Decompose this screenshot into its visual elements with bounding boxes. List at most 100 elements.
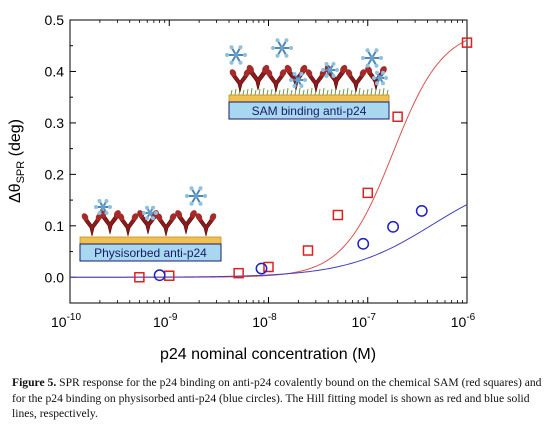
hill-fit-lines: [70, 39, 468, 278]
y-axis-label-unit: (deg): [7, 119, 24, 161]
data-point-square: [362, 187, 373, 199]
sam-chain: [382, 87, 385, 96]
antibody-shape: [195, 213, 217, 237]
figure-caption: Figure 5. SPR response for the p24 bindi…: [12, 375, 544, 422]
sam-chain: [230, 89, 233, 96]
data-point-square: [263, 261, 274, 273]
physisorbed-gold-layer: [79, 236, 222, 245]
sam-chain: [370, 87, 373, 96]
sam-chain: [242, 89, 245, 96]
sam-chain: [310, 87, 313, 96]
y-axis-ticks: 0.0 0.1 0.2 0.3 0.4 0.5: [45, 12, 467, 285]
y-axis-label-main: Δθ: [7, 183, 24, 203]
x-tick-label: 10-9: [153, 312, 178, 330]
hill-fit-line-1: [70, 204, 468, 278]
sam-chain: [358, 87, 361, 96]
physisorbed-label-box: [79, 243, 222, 262]
antigen-shape: [94, 198, 112, 216]
sam-inset-illustration: SAM binding anti-p24: [225, 38, 390, 120]
sam-chain: [262, 87, 265, 96]
antibody-shape: [175, 210, 197, 235]
antibody-shape: [155, 213, 177, 237]
sam-chain: [258, 88, 261, 96]
data-point-square: [302, 245, 314, 256]
data-point-circle: [415, 204, 428, 217]
data-point-square: [392, 111, 403, 122]
antigen-shape: [289, 71, 307, 89]
x-tick-label: 10-6: [451, 312, 476, 330]
sam-chain: [282, 88, 285, 96]
data-points: [134, 37, 473, 283]
sam-chain: [246, 88, 249, 96]
y-tick-label: 0.3: [45, 115, 65, 131]
data-point-square: [461, 37, 473, 48]
sam-chain: [350, 89, 353, 96]
sam-chain: [254, 89, 257, 96]
y-tick-label: 0.5: [45, 12, 65, 28]
antigen-shape: [185, 186, 207, 206]
antibody-shape: [117, 213, 139, 237]
sam-label: SAM binding anti-p24: [252, 104, 367, 118]
antigen-shape: [361, 48, 383, 68]
antibody-shape: [324, 64, 348, 91]
antibody-shape: [246, 64, 270, 91]
antibody-shape: [265, 69, 287, 93]
sam-chain: [318, 88, 321, 96]
y-tick-label: 0.2: [45, 166, 65, 182]
caption-text: SPR response for the p24 binding on anti…: [12, 376, 542, 420]
x-tick-label: 10-10: [51, 312, 81, 330]
sam-chain: [270, 88, 273, 96]
data-point-circle: [153, 269, 166, 282]
y-tick-label: 0.0: [45, 269, 65, 285]
data-point-square: [233, 267, 244, 279]
sam-chain: [302, 89, 305, 96]
data-point-square: [332, 209, 344, 221]
sam-chain: [266, 89, 269, 96]
sam-chain: [290, 89, 293, 96]
sam-chain: [278, 89, 281, 96]
y-axis-label-sub: SPR: [15, 161, 27, 184]
sam-label-box: [228, 101, 390, 120]
sam-chain: [330, 88, 333, 96]
data-point-square: [164, 270, 175, 281]
antibody-shape: [229, 69, 251, 93]
data-point-circle: [357, 237, 370, 250]
sam-chain: [378, 88, 381, 96]
data-point-circle: [255, 262, 268, 275]
x-tick-label: 10-7: [352, 312, 377, 330]
x-axis-label: p24 nominal concentration (M): [160, 346, 376, 363]
antigen-shape: [142, 205, 158, 221]
antibody-shape: [99, 210, 121, 235]
sam-antibody-illustration: [225, 38, 389, 96]
data-point-square: [134, 272, 145, 283]
sam-chain: [366, 88, 369, 96]
sam-chain: [342, 88, 345, 96]
antigen-shape: [225, 45, 247, 65]
sam-chain: [346, 87, 349, 96]
sam-chain: [250, 87, 253, 96]
sam-chain: [298, 87, 301, 96]
antibody-shape: [345, 69, 367, 93]
antigen-shape: [321, 61, 339, 79]
physisorbed-inset-illustration: Physisorbed anti-p24: [79, 186, 222, 262]
caption-label: Figure 5.: [12, 376, 57, 389]
antigen-shape: [271, 38, 293, 58]
sam-chain: [326, 89, 329, 96]
x-tick-label: 10-8: [252, 312, 277, 330]
x-axis-ticks: 10-10 10-9 10-8 10-7 10-6: [51, 20, 476, 330]
physisorbed-antibody-illustration: [81, 186, 217, 237]
sam-chain: [306, 88, 309, 96]
y-axis-label: ΔθSPR (deg): [7, 119, 27, 203]
sam-chain: [374, 89, 377, 96]
y-tick-label: 0.4: [45, 63, 65, 79]
data-point-circle: [387, 220, 400, 233]
sam-chain: [322, 87, 325, 96]
spr-chart: 0.0 0.1 0.2 0.3 0.4 0.5 10-10 10-9 10-8 10-7 10-6…: [7, 12, 476, 363]
sam-chain: [386, 89, 389, 96]
sam-chain: [362, 89, 365, 96]
antigen-shape: [372, 70, 388, 86]
physisorbed-label: Physisorbed anti-p24: [94, 246, 207, 260]
sam-gold-layer: [228, 94, 390, 103]
sam-chain: [286, 87, 289, 96]
y-tick-label: 0.1: [45, 218, 65, 234]
